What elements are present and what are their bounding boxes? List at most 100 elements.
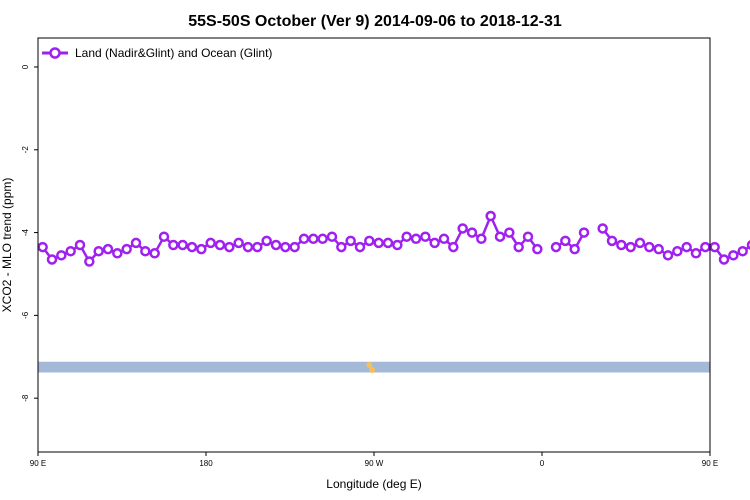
data-point bbox=[130, 237, 142, 249]
marker-point bbox=[366, 362, 373, 369]
data-point bbox=[308, 233, 319, 245]
data-point bbox=[494, 231, 506, 242]
data-point bbox=[522, 231, 534, 242]
y-tick-label: 0 bbox=[21, 64, 30, 69]
data-point bbox=[532, 243, 543, 255]
x-axis: 90 E 180 90 W 0 90 E bbox=[30, 452, 718, 468]
data-point bbox=[653, 243, 664, 255]
data-point bbox=[410, 233, 422, 245]
data-point bbox=[634, 237, 646, 249]
data-point bbox=[476, 233, 487, 245]
data-point bbox=[438, 233, 450, 245]
data-point bbox=[326, 231, 338, 242]
y-tick-label: -8 bbox=[21, 394, 30, 402]
data-point bbox=[242, 241, 254, 253]
x-tick-label: 90 E bbox=[702, 459, 718, 468]
data-point bbox=[718, 254, 730, 265]
data-point bbox=[261, 235, 272, 247]
data-point bbox=[186, 241, 198, 253]
data-point bbox=[625, 241, 636, 253]
x-tick-label: 90 E bbox=[30, 459, 46, 468]
data-point bbox=[93, 245, 104, 257]
legend-marker bbox=[49, 47, 61, 59]
data-point bbox=[233, 237, 244, 249]
data-point bbox=[280, 241, 291, 253]
y-tick-label: -6 bbox=[21, 311, 30, 319]
data-point bbox=[485, 210, 496, 222]
data-point bbox=[644, 241, 655, 253]
data-point bbox=[513, 241, 524, 253]
data-point bbox=[74, 239, 86, 251]
data-point bbox=[709, 241, 720, 253]
data-point bbox=[578, 227, 590, 238]
data-point bbox=[270, 239, 282, 251]
data-point bbox=[298, 233, 310, 245]
data-point bbox=[392, 239, 403, 251]
data-point bbox=[224, 241, 235, 253]
data-point bbox=[364, 235, 375, 247]
data-point bbox=[196, 243, 207, 255]
data-point bbox=[457, 223, 468, 234]
data-point bbox=[345, 235, 356, 247]
data-point bbox=[121, 243, 132, 255]
legend-label: Land (Nadir&Glint) and Ocean (Glint) bbox=[75, 46, 272, 60]
data-point bbox=[569, 243, 580, 255]
data-point bbox=[466, 227, 478, 238]
data-point bbox=[336, 241, 347, 253]
data-point bbox=[429, 237, 440, 249]
data-point bbox=[700, 241, 711, 253]
data-point bbox=[681, 241, 692, 253]
y-axis-label: XCO2 - MLO trend (ppm) bbox=[0, 178, 14, 313]
data-point bbox=[317, 233, 328, 245]
data-point bbox=[504, 227, 515, 238]
data-point bbox=[140, 245, 151, 257]
data-point bbox=[56, 250, 67, 261]
data-point bbox=[149, 248, 160, 259]
data-point bbox=[214, 239, 226, 251]
data-point bbox=[252, 241, 263, 253]
data-point bbox=[382, 237, 394, 249]
data-point bbox=[616, 239, 627, 251]
marker-layer bbox=[366, 362, 376, 374]
data-point bbox=[606, 235, 618, 247]
data-point bbox=[690, 248, 702, 259]
data-point bbox=[448, 241, 459, 253]
x-tick-label: 180 bbox=[199, 459, 213, 468]
data-point bbox=[168, 239, 179, 251]
data-point bbox=[672, 245, 683, 257]
data-point bbox=[102, 243, 114, 255]
data-point bbox=[560, 235, 571, 247]
series-line bbox=[555, 231, 586, 251]
coverage-band bbox=[38, 361, 710, 373]
data-point bbox=[158, 231, 170, 242]
data-point bbox=[205, 237, 216, 249]
data-point bbox=[550, 241, 562, 253]
data-point bbox=[46, 254, 58, 265]
data-point bbox=[289, 241, 300, 253]
legend: Land (Nadir&Glint) and Ocean (Glint) bbox=[42, 46, 272, 60]
y-axis: 0 -2 -4 -6 -8 bbox=[21, 64, 38, 402]
y-tick-label: -4 bbox=[21, 228, 30, 236]
data-point bbox=[728, 250, 739, 261]
data-point bbox=[112, 248, 123, 259]
data-point bbox=[84, 256, 95, 267]
data-point bbox=[597, 223, 608, 234]
data-point bbox=[65, 245, 76, 257]
data-point bbox=[177, 239, 188, 251]
x-tick-label: 0 bbox=[540, 459, 545, 468]
y-tick-label: -2 bbox=[21, 146, 30, 154]
data-point bbox=[37, 241, 48, 253]
chart-title: 55S-50S October (Ver 9) 2014-09-06 to 20… bbox=[188, 13, 562, 30]
marker-point bbox=[369, 367, 376, 374]
band-layer bbox=[38, 361, 710, 373]
series-layer bbox=[37, 210, 750, 267]
data-point bbox=[737, 245, 748, 257]
x-axis-label: Longitude (deg E) bbox=[326, 477, 421, 491]
x-tick-label: 90 W bbox=[365, 459, 384, 468]
data-point bbox=[401, 231, 412, 242]
data-point bbox=[373, 237, 384, 249]
data-point bbox=[420, 231, 431, 242]
data-point bbox=[662, 250, 674, 261]
data-point bbox=[354, 241, 366, 253]
